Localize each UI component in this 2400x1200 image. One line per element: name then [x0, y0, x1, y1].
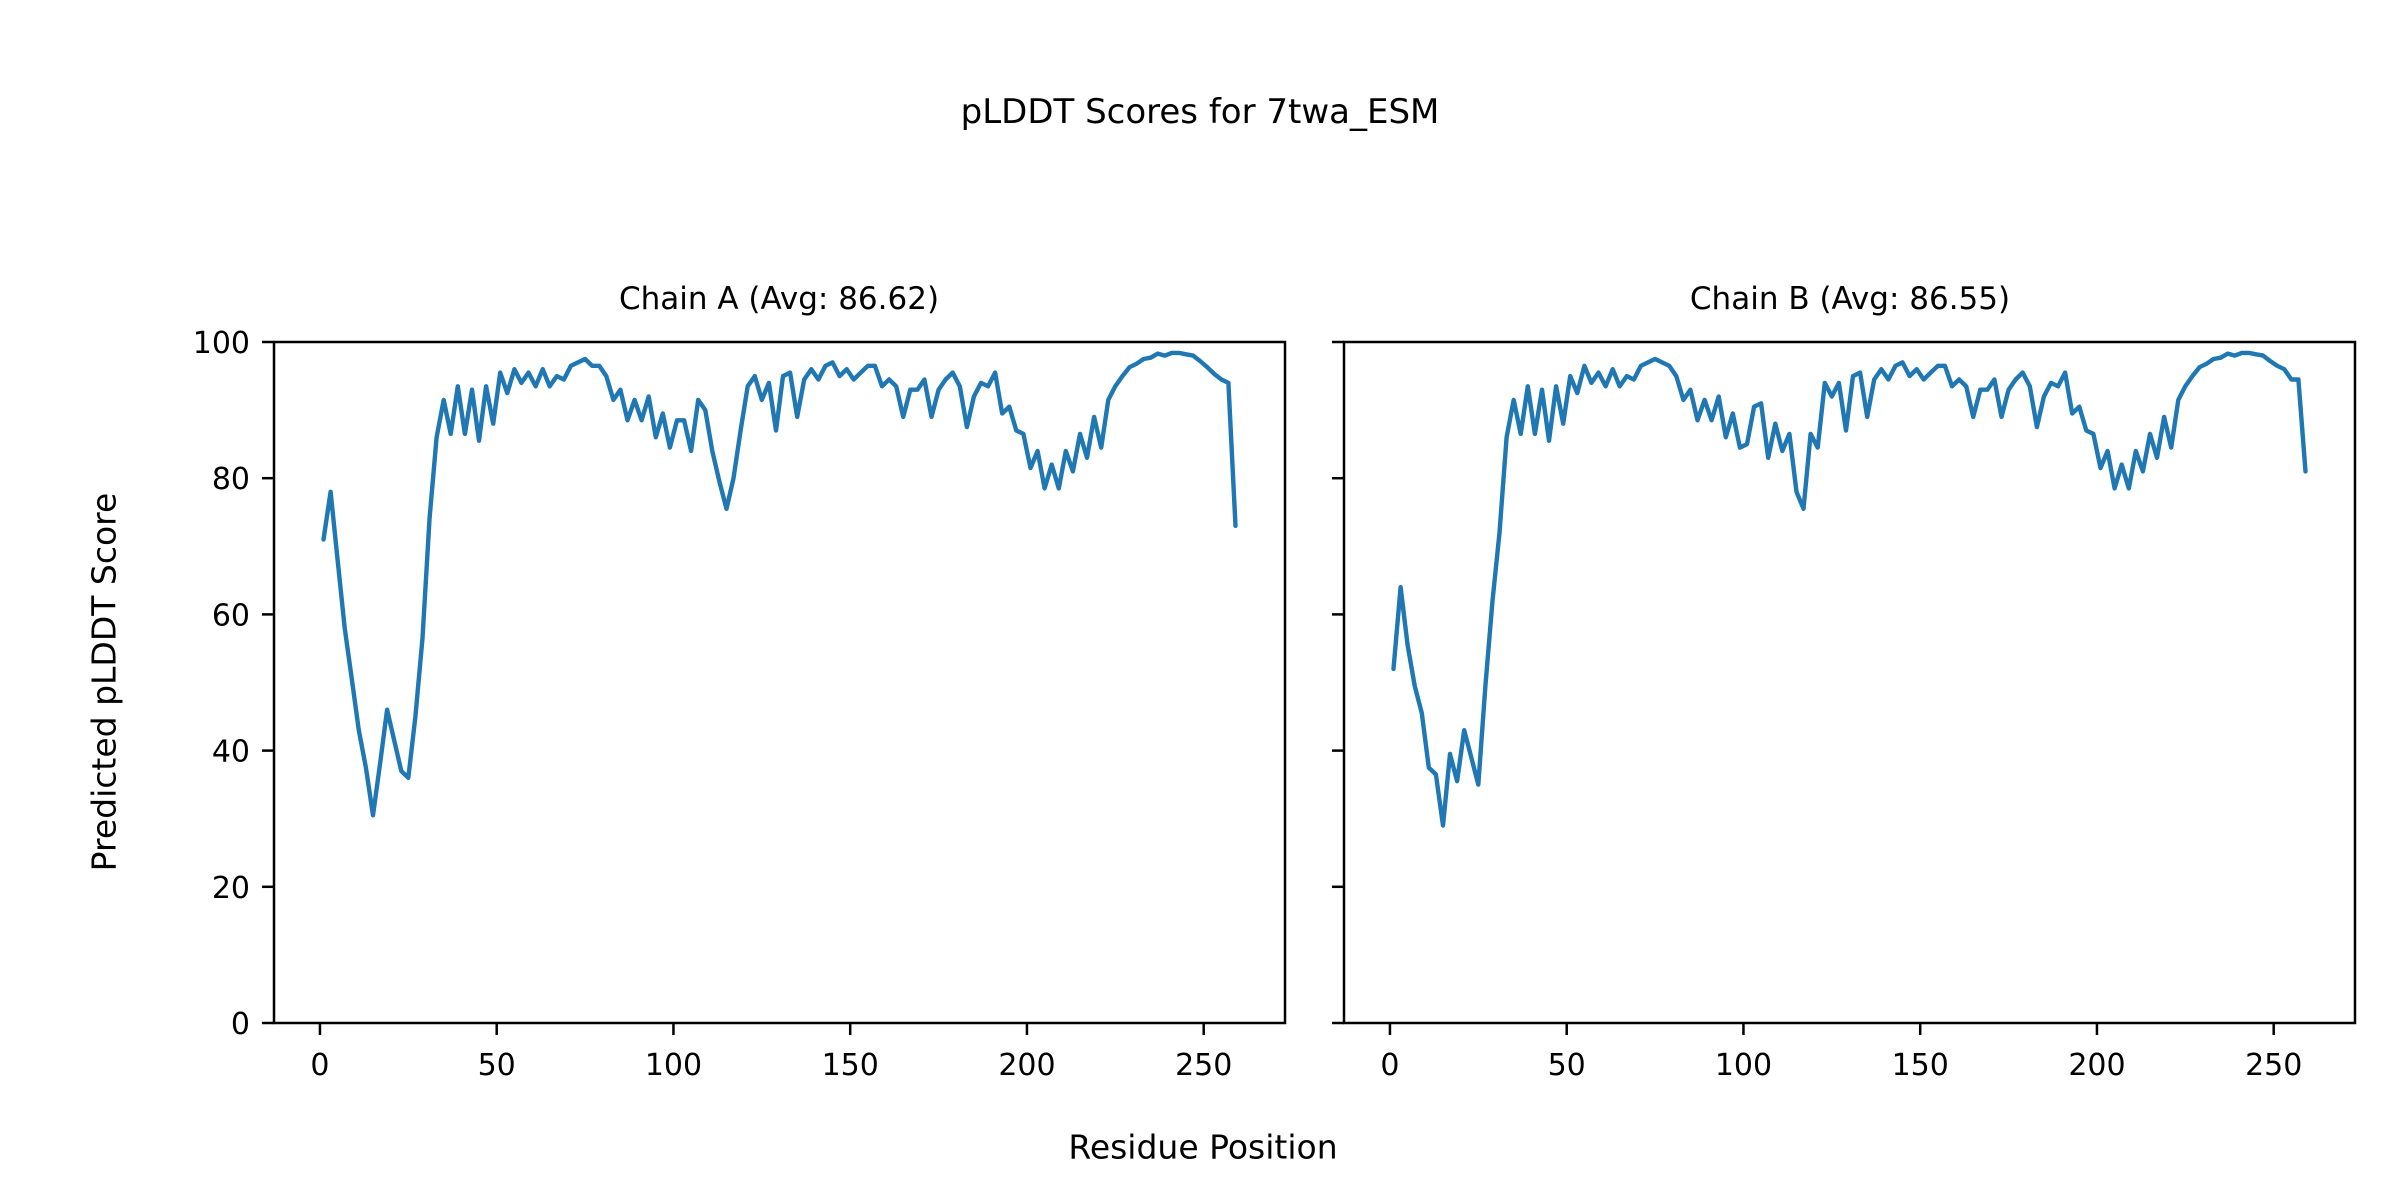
plddt-line-chain-b: [1391, 350, 2308, 828]
subplot-title-chain-a: Chain A (Avg: 86.62): [618, 281, 940, 317]
x-tick-label: 0: [310, 1048, 329, 1083]
axes-spines: [1342, 340, 2357, 1025]
x-tick-label: 100: [1715, 1048, 1772, 1083]
x-tick-label: 250: [1175, 1048, 1232, 1083]
figure-title: pLDDT Scores for 7twa_ESM: [960, 92, 1440, 132]
plddt-line-chain-a: [321, 350, 1238, 818]
y-tick-label: 80: [212, 462, 250, 497]
plot-chain-b: 0 50 100 150 200 250: [1332, 340, 2357, 1083]
x-tick-label: 200: [998, 1048, 1055, 1083]
y-axis-ticks: [1332, 340, 1344, 1025]
y-axis-label: Predicted pLDDT Score: [84, 492, 124, 872]
y-tick-label: 20: [212, 871, 250, 906]
y-axis-ticks: 0 20 40 60 80 100: [193, 326, 274, 1042]
x-tick-label: 250: [2245, 1048, 2302, 1083]
y-tick-label: 60: [212, 598, 250, 633]
x-tick-label: 150: [1892, 1048, 1949, 1083]
x-tick-label: 50: [1548, 1048, 1586, 1083]
x-tick-label: 0: [1380, 1048, 1399, 1083]
y-tick-label: 0: [231, 1007, 250, 1042]
y-tick-label: 100: [193, 326, 250, 361]
x-axis-ticks: 0 50 100 150 200 250: [1380, 1023, 2302, 1083]
plot-chain-a: 0 50 100 150 200 250 0 20 40 60 80 100: [193, 326, 1287, 1083]
x-tick-label: 150: [822, 1048, 879, 1083]
subplot-title-chain-b: Chain B (Avg: 86.55): [1689, 281, 2011, 317]
axes-spines: [272, 340, 1287, 1025]
x-tick-label: 50: [478, 1048, 516, 1083]
x-axis-ticks: 0 50 100 150 200 250: [310, 1023, 1232, 1083]
x-tick-label: 100: [645, 1048, 702, 1083]
x-axis-label: Residue Position: [1068, 1127, 1338, 1167]
x-tick-label: 200: [2068, 1048, 2125, 1083]
y-tick-label: 40: [212, 735, 250, 770]
